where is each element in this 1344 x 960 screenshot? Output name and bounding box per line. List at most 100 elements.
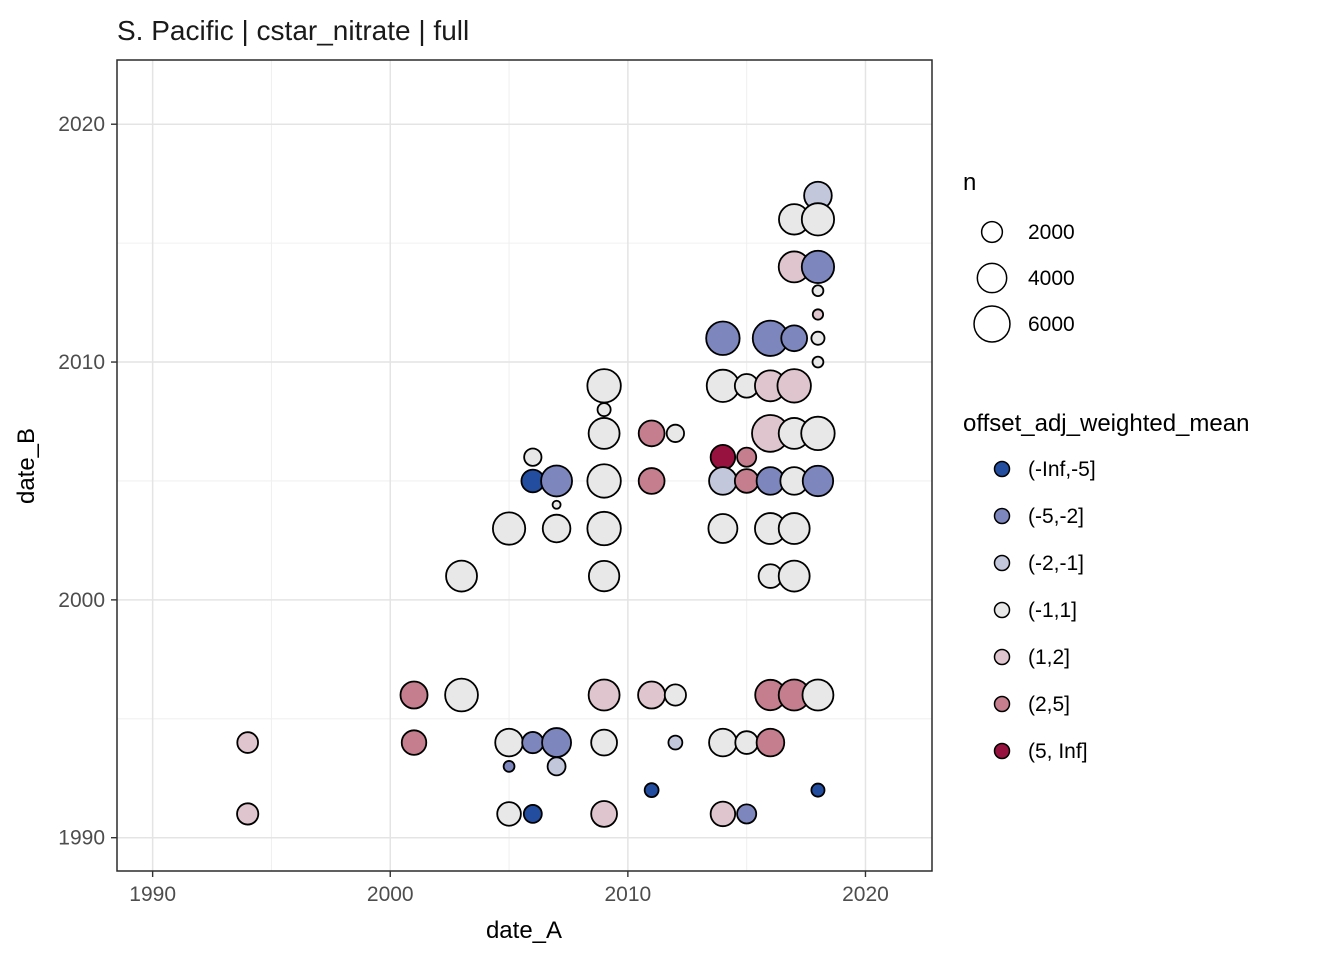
data-point — [801, 464, 835, 498]
legend-color-label: (-Inf,-5] — [1028, 458, 1096, 481]
data-point — [587, 678, 621, 712]
data-point — [736, 803, 758, 825]
data-point — [541, 727, 572, 758]
y-axis-title: date_B — [13, 428, 40, 504]
data-point — [541, 513, 572, 544]
legend-color-label: (-2,-1] — [1028, 552, 1084, 575]
legend-key-dot — [993, 695, 1011, 713]
data-point — [540, 464, 573, 498]
data-point — [708, 466, 738, 496]
data-point — [586, 368, 622, 404]
data-point — [810, 330, 826, 346]
data-point — [736, 446, 758, 468]
color-legend-entry: (-1,1] — [993, 599, 1077, 622]
data-point — [734, 730, 759, 755]
data-point — [811, 308, 825, 321]
chart-title: S. Pacific | cstar_nitrate | full — [117, 15, 469, 46]
legend-key-circle — [973, 305, 1011, 343]
data-point — [400, 729, 428, 756]
panel-border — [116, 59, 933, 872]
legend-color-label: (-1,1] — [1028, 599, 1077, 622]
data-point — [800, 415, 836, 452]
legend-key-circle — [976, 262, 1008, 294]
legend-key-circle — [980, 220, 1004, 244]
data-point — [780, 324, 809, 353]
color-legend-entry: (-2,-1] — [993, 552, 1084, 575]
data-point — [667, 734, 684, 751]
x-tick-label: 2020 — [842, 883, 889, 906]
data-point — [491, 511, 527, 546]
data-point — [800, 202, 836, 237]
color-legend-entries: (-Inf,-5] (-5,-2] (-2,-1] (-1,1] (1,2] (2,5] (… — [993, 458, 1096, 763]
data-point — [777, 559, 811, 593]
legend-key-dot — [993, 601, 1011, 619]
data-point — [705, 320, 741, 356]
data-points — [236, 180, 836, 828]
legend-key-dot — [993, 460, 1011, 478]
color-legend-entry: (-Inf,-5] — [993, 458, 1096, 481]
data-point — [522, 804, 543, 824]
data-point — [755, 727, 786, 758]
data-point — [709, 800, 737, 828]
data-point — [586, 463, 622, 499]
data-point — [590, 800, 618, 828]
legend-key-dot — [993, 507, 1011, 525]
data-point — [733, 468, 760, 494]
data-point — [665, 423, 685, 443]
data-point — [643, 782, 660, 798]
legend-key-dot — [993, 554, 1011, 572]
data-point — [637, 680, 667, 710]
y-tick-label: 2000 — [58, 589, 105, 612]
data-point — [236, 802, 260, 826]
data-point — [586, 510, 622, 547]
data-point — [709, 443, 737, 471]
data-point — [663, 683, 687, 707]
x-tick-label: 2000 — [367, 883, 414, 906]
legend-color-label: (1,2] — [1028, 646, 1070, 669]
axes: 1990 2000 2010 2020 1990 2000 2010 2020 — [58, 113, 889, 906]
data-point — [502, 760, 516, 773]
data-point — [811, 355, 825, 369]
data-point — [596, 402, 612, 418]
color-legend-entry: (2,5] — [993, 693, 1070, 716]
color-legend-entry: (-5,-2] — [993, 505, 1084, 528]
legend-color-label: (-5,-2] — [1028, 505, 1084, 528]
data-point — [521, 731, 545, 755]
data-point — [637, 467, 666, 495]
data-point — [801, 678, 835, 712]
legend-color-label: (2,5] — [1028, 693, 1070, 716]
data-point — [523, 447, 543, 467]
data-point — [590, 728, 618, 757]
size-legend-title: n — [963, 169, 976, 196]
legend-size-label: 2000 — [1028, 221, 1075, 244]
data-point — [445, 559, 478, 593]
data-point — [236, 731, 259, 754]
data-point — [444, 677, 479, 713]
data-point — [708, 727, 738, 758]
x-tick-label: 1990 — [129, 883, 176, 906]
x-tick-label: 2010 — [605, 883, 652, 906]
data-point — [587, 417, 621, 450]
data-point — [399, 680, 429, 710]
data-point — [777, 512, 811, 545]
size-legend-entry: 4000 — [976, 262, 1075, 294]
data-point — [707, 513, 739, 544]
size-legend-entry: 2000 — [980, 220, 1075, 244]
legend-color-label: (5, Inf] — [1028, 740, 1088, 763]
y-tick-label: 1990 — [58, 827, 105, 850]
y-tick-label: 2010 — [58, 351, 105, 374]
legend-key-dot — [993, 742, 1011, 760]
data-point — [551, 499, 562, 510]
data-point — [800, 249, 836, 284]
data-point — [811, 284, 825, 298]
data-point — [496, 801, 522, 827]
color-legend-entry: (1,2] — [993, 646, 1070, 669]
color-legend-title: offset_adj_weighted_mean — [963, 410, 1249, 437]
y-tick-label: 2020 — [58, 113, 105, 136]
data-point — [546, 756, 567, 777]
data-point — [637, 419, 666, 448]
data-point — [494, 727, 524, 758]
legend-size-label: 6000 — [1028, 313, 1075, 336]
